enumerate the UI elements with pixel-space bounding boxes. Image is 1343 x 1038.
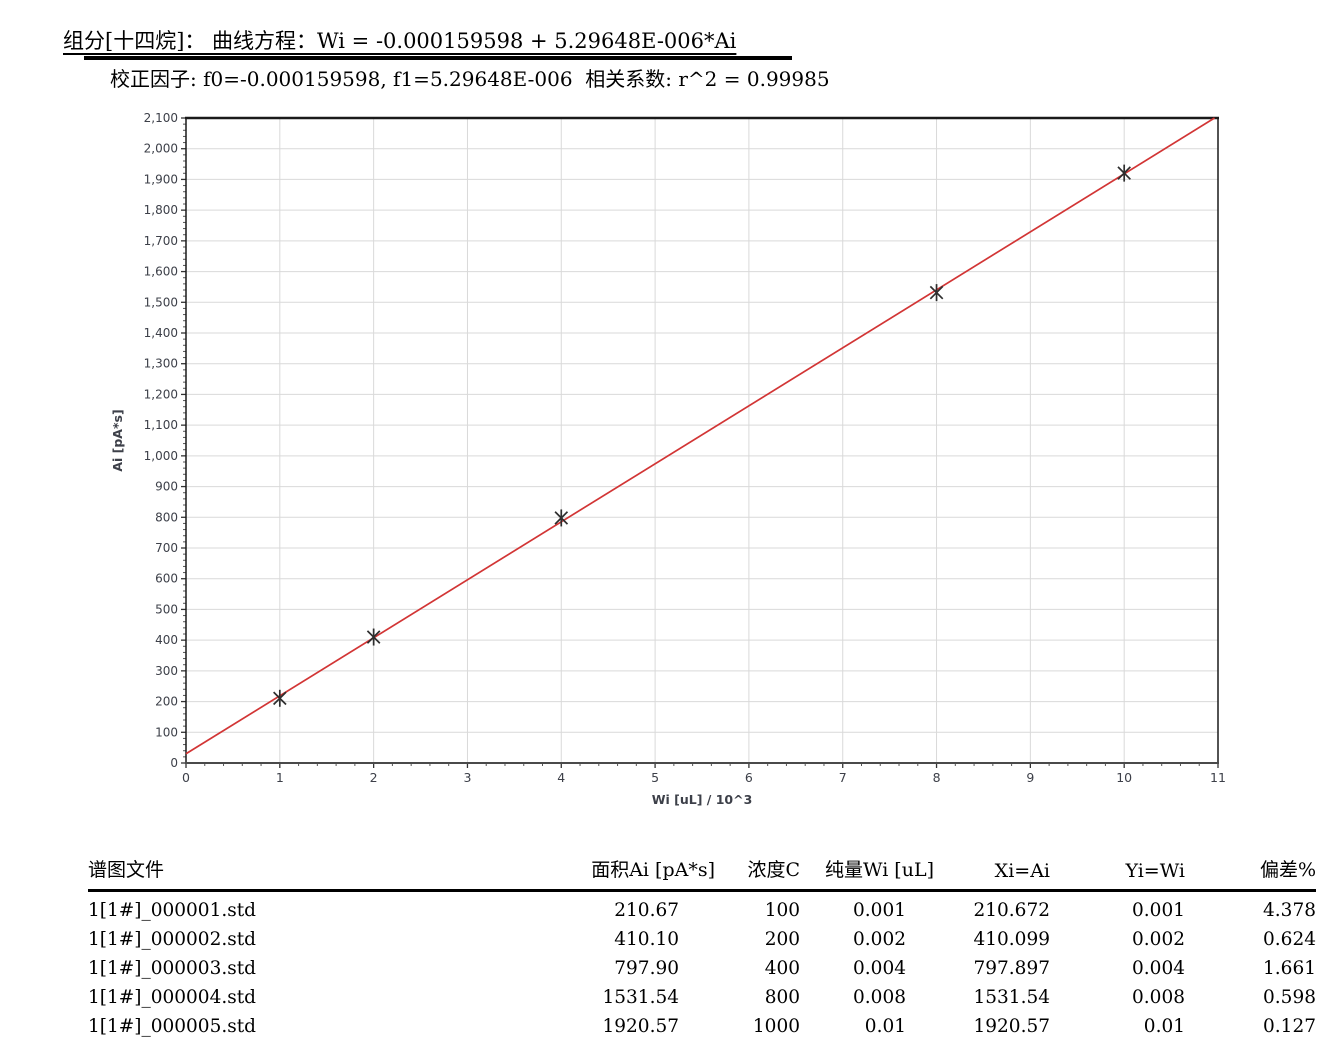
column-header-deviation: 偏差%	[1185, 855, 1316, 892]
file-name-cell: 1[1#]_000005.std	[88, 1016, 256, 1037]
x-tick-label: 2	[370, 770, 378, 785]
table-cell: 0.598	[1263, 987, 1316, 1008]
x-tick-label: 7	[839, 770, 847, 785]
table-cell: 1920.57	[973, 1016, 1050, 1037]
data-point-marker	[273, 689, 287, 707]
x-tick-label: 6	[745, 770, 753, 785]
x-tick-label: 0	[182, 770, 190, 785]
x-tick-label: 9	[1026, 770, 1034, 785]
x-tick-label: 8	[933, 770, 941, 785]
file-name-cell: 1[1#]_000003.std	[88, 958, 256, 979]
x-tick-label: 10	[1116, 770, 1132, 785]
table-cell: 1920.57	[602, 1016, 679, 1037]
table-row: 1[1#]_000002.std 410.10 200 0.002 410.09…	[88, 925, 1316, 954]
table-cell: 1.661	[1263, 958, 1316, 979]
fit-line	[185, 117, 1215, 755]
y-tick-label: 1,400	[144, 326, 178, 340]
file-name-cell: 1[1#]_000001.std	[88, 900, 256, 921]
table-cell: 0.002	[853, 929, 906, 950]
table-cell: 210.67	[614, 900, 679, 921]
table-cell: 0.01	[864, 1016, 906, 1037]
table-cell: 800	[764, 987, 800, 1008]
table-cell: 210.672	[973, 900, 1050, 921]
file-name-cell: 1[1#]_000002.std	[88, 929, 256, 950]
y-tick-label: 100	[155, 725, 178, 739]
column-header-area: 面积Ai [pA*s]	[548, 855, 715, 892]
table-cell: 200	[764, 929, 800, 950]
table-cell: 1000	[752, 1016, 800, 1037]
y-tick-label: 1,100	[144, 418, 178, 432]
y-tick-label: 900	[155, 480, 178, 494]
title-divider-rule	[84, 56, 792, 60]
y-tick-label: 1,300	[144, 357, 178, 371]
table-row: 1[1#]_000005.std 1920.57 1000 0.01 1920.…	[88, 1012, 1316, 1038]
table-row: 1[1#]_000003.std 797.90 400 0.004 797.89…	[88, 954, 1316, 983]
y-tick-label: 200	[155, 695, 178, 709]
table-cell: 0.624	[1263, 929, 1316, 950]
x-tick-label: 1	[276, 770, 284, 785]
y-tick-label: 300	[155, 664, 178, 678]
y-tick-label: 1,200	[144, 387, 178, 401]
data-point-marker	[1117, 164, 1131, 182]
table-header-row: 谱图文件 面积Ai [pA*s] 浓度C 纯量Wi [uL] Xi=Ai Yi=…	[88, 855, 1316, 892]
table-cell: 4.378	[1263, 900, 1316, 921]
y-tick-label: 400	[155, 633, 178, 647]
x-axis-title: Wi [uL] / 10^3	[652, 792, 753, 807]
table-cell: 0.004	[853, 958, 906, 979]
y-tick-label: 800	[155, 510, 178, 524]
file-name-cell: 1[1#]_000004.std	[88, 987, 256, 1008]
table-cell: 0.008	[1132, 987, 1185, 1008]
table-cell: 0.001	[1132, 900, 1185, 921]
table-cell: 0.001	[853, 900, 906, 921]
table-cell: 1531.54	[602, 987, 679, 1008]
table-cell: 797.90	[614, 958, 679, 979]
y-tick-label: 500	[155, 602, 178, 616]
y-tick-label: 1,000	[144, 449, 178, 463]
x-tick-label: 5	[651, 770, 659, 785]
table-cell: 0.008	[853, 987, 906, 1008]
column-header-xi: Xi=Ai	[934, 855, 1050, 892]
y-tick-label: 1,800	[144, 203, 178, 217]
y-tick-label: 1,900	[144, 172, 178, 186]
y-tick-label: 600	[155, 572, 178, 586]
y-axis-title: Ai [pA*s]	[110, 409, 125, 471]
table-cell: 1531.54	[973, 987, 1050, 1008]
table-row: 1[1#]_000004.std 1531.54 800 0.008 1531.…	[88, 983, 1316, 1012]
table-cell: 0.01	[1143, 1016, 1185, 1037]
x-tick-label: 4	[557, 770, 565, 785]
table-cell: 797.897	[973, 958, 1050, 979]
table-row: 1[1#]_000001.std 210.67 100 0.001 210.67…	[88, 891, 1316, 926]
x-tick-label: 3	[463, 770, 471, 785]
column-header-amount: 纯量Wi [uL]	[800, 855, 934, 892]
table-cell: 410.099	[973, 929, 1050, 950]
column-header-concentration: 浓度C	[715, 855, 800, 892]
table-cell: 0.004	[1132, 958, 1185, 979]
table-cell: 100	[764, 900, 800, 921]
x-tick-label: 11	[1210, 770, 1226, 785]
table-cell: 0.127	[1263, 1016, 1316, 1037]
data-point-marker	[554, 509, 569, 527]
data-point-marker	[366, 628, 381, 646]
results-table: 谱图文件 面积Ai [pA*s] 浓度C 纯量Wi [uL] Xi=Ai Yi=…	[88, 855, 1316, 1038]
data-point-marker	[929, 284, 944, 302]
table-cell: 0.002	[1132, 929, 1185, 950]
y-tick-label: 700	[155, 541, 178, 555]
y-tick-label: 2,100	[144, 111, 178, 125]
y-tick-label: 1,500	[144, 295, 178, 309]
table-cell: 400	[764, 958, 800, 979]
correction-factor-line: 校正因子: f0=-0.000159598, f1=5.29648E-006 相…	[110, 67, 830, 91]
component-equation-title: 组分[十四烷]： 曲线方程：Wi = -0.000159598 + 5.2964…	[63, 29, 737, 53]
column-header-file: 谱图文件	[88, 855, 548, 892]
calibration-curve-chart: 0 1 2 3 4 5 6 7 8 9 10 11 0 100 200 300 400 500 600 700 800 9…	[110, 111, 1226, 807]
y-tick-label: 1,700	[144, 234, 178, 248]
y-tick-label: 1,600	[144, 265, 178, 279]
y-tick-label: 2,000	[144, 142, 178, 156]
table-cell: 410.10	[614, 929, 679, 950]
y-tick-label: 0	[170, 756, 178, 770]
column-header-yi: Yi=Wi	[1050, 855, 1185, 892]
